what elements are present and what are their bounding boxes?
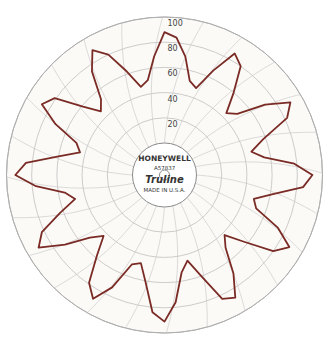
svg-text:100: 100 [168,19,183,28]
svg-text:MADE IN U.S.A.: MADE IN U.S.A. [144,187,186,193]
svg-text:60: 60 [168,69,178,78]
svg-text:80: 80 [168,44,178,53]
svg-text:HONEYWELL: HONEYWELL [138,154,191,163]
svg-text:40: 40 [168,95,178,104]
svg-text:Truline: Truline [145,174,184,185]
svg-text:A57837: A57837 [154,165,176,171]
svg-text:20: 20 [168,120,178,129]
